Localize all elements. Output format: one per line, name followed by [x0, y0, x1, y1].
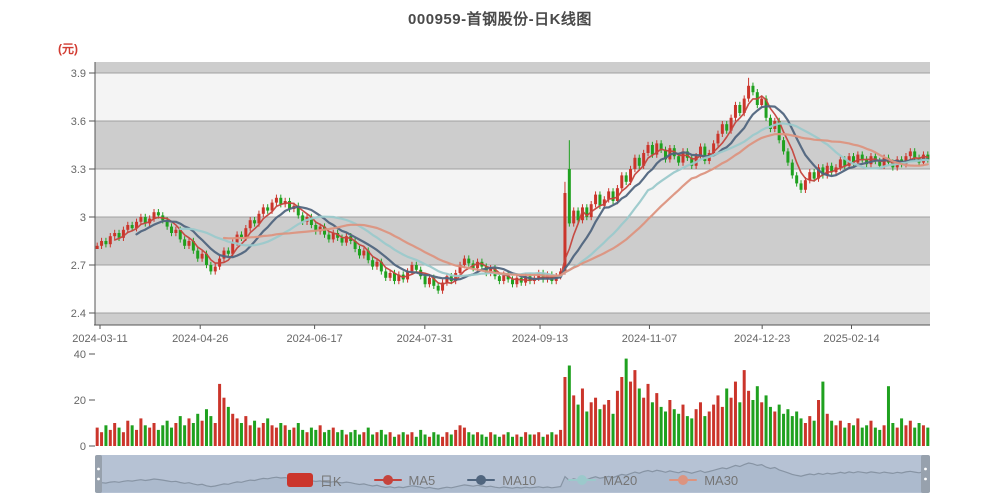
legend-item-ma10[interactable]: MA10 [467, 473, 536, 488]
legend-label: MA10 [502, 472, 537, 488]
svg-text:0: 0 [80, 441, 86, 453]
price-axis-labels: 3.9 3.6 3.3 3 2.7 2.4 [71, 68, 95, 320]
svg-text:2024-06-17: 2024-06-17 [286, 333, 342, 345]
legend-item-ma20[interactable]: MA20 [568, 473, 637, 488]
ma10-legend-icon [467, 473, 496, 487]
volume-bars [95, 358, 930, 446]
legend-label: MA30 [704, 472, 739, 488]
chart-legend: 日K MA5 MA10 MA20 MA30 [95, 467, 930, 493]
ma30-legend-icon [669, 473, 698, 487]
legend-item-kline[interactable]: 日K [286, 471, 342, 490]
legend-item-ma30[interactable]: MA30 [669, 473, 738, 488]
ma20-legend-icon [568, 473, 597, 487]
svg-text:2024-09-13: 2024-09-13 [512, 333, 568, 345]
price-unit-label: (元) [58, 42, 78, 56]
svg-text:3: 3 [80, 212, 86, 224]
ma5-line [113, 95, 929, 286]
chart-title: 000959-首钢股份-日K线图 [408, 11, 592, 28]
svg-text:2025-02-14: 2025-02-14 [823, 333, 879, 345]
date-axis-labels: 2024-03-11 2024-04-26 2024-06-17 2024-07-31… [72, 325, 880, 345]
legend-item-ma5[interactable]: MA5 [373, 472, 436, 488]
legend-label: MA5 [408, 472, 436, 488]
ma30-line [222, 132, 929, 277]
navigator-right-handle[interactable] [921, 455, 930, 493]
svg-text:40: 40 [74, 349, 86, 361]
volume-axis-labels: 40 20 0 [74, 349, 95, 453]
svg-text:2024-03-11: 2024-03-11 [72, 333, 127, 345]
ma5-legend-icon [373, 473, 402, 487]
legend-label: MA20 [603, 472, 638, 488]
svg-text:2.4: 2.4 [71, 308, 86, 320]
svg-text:2024-04-26: 2024-04-26 [172, 333, 228, 345]
svg-text:3.6: 3.6 [71, 116, 86, 128]
svg-text:2024-11-07: 2024-11-07 [622, 333, 677, 345]
axes [94, 62, 930, 326]
svg-text:2024-07-31: 2024-07-31 [397, 333, 453, 345]
legend-label: 日K [319, 473, 342, 489]
svg-text:2.7: 2.7 [71, 260, 86, 272]
navigator-left-handle[interactable] [95, 455, 102, 493]
candlestick-legend-icon [286, 473, 313, 487]
svg-text:3.9: 3.9 [71, 68, 86, 80]
svg-text:3.3: 3.3 [71, 164, 86, 176]
svg-text:20: 20 [74, 395, 86, 407]
svg-text:2024-12-23: 2024-12-23 [734, 333, 790, 345]
